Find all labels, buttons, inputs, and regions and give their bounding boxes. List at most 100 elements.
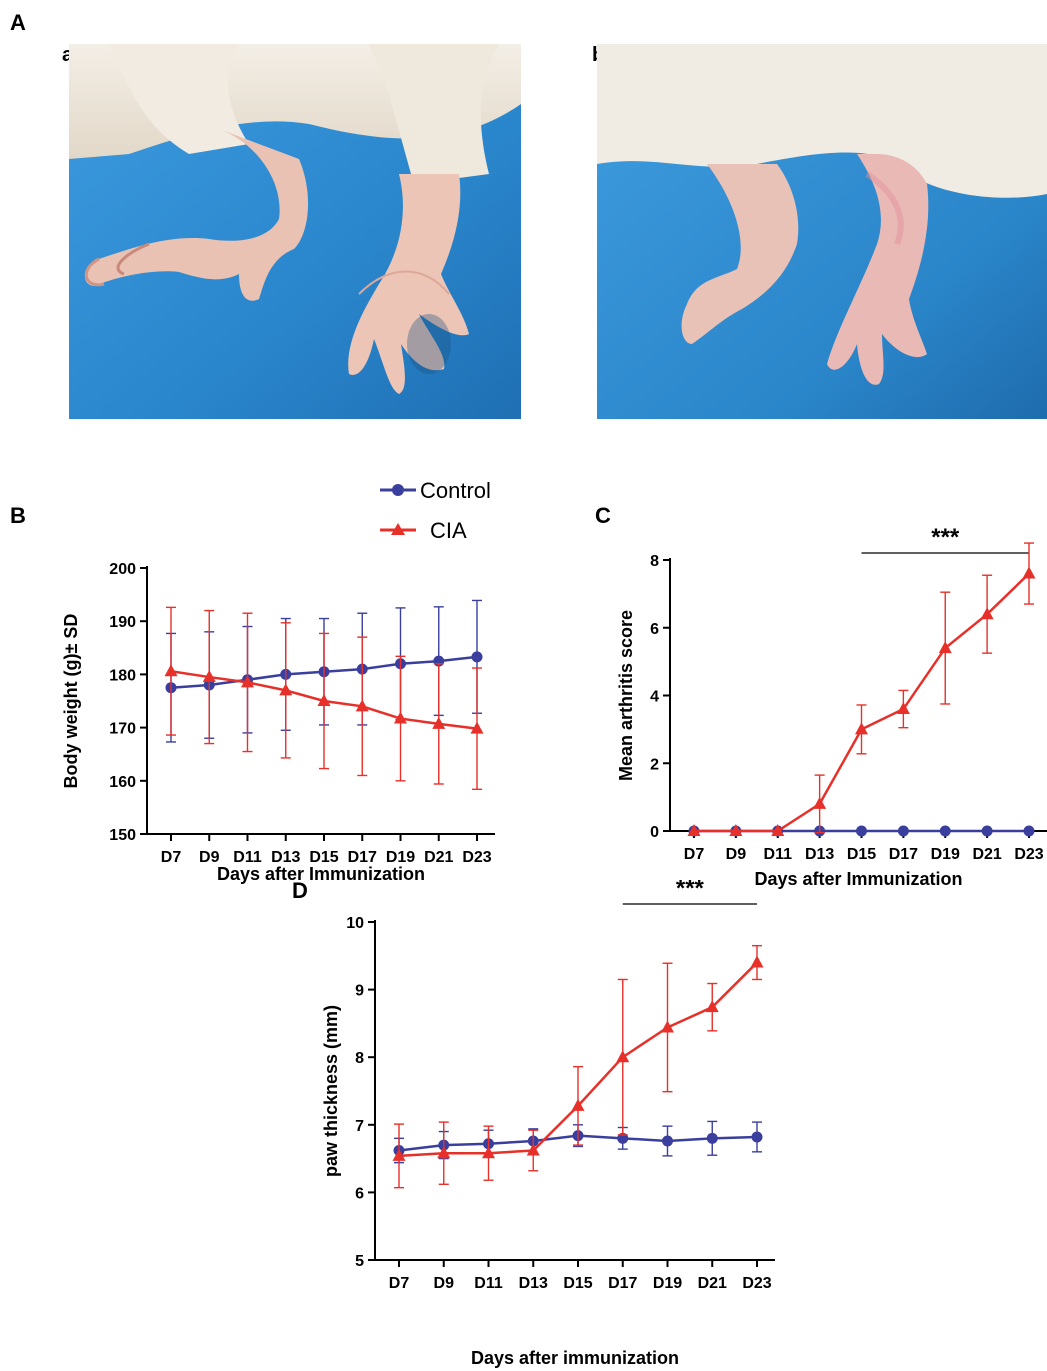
x-tick-label: D7: [389, 1275, 410, 1292]
x-tick-label: D17: [348, 849, 377, 866]
y-tick-label: 160: [109, 774, 136, 791]
chart-arthritis-score: 0 2 4 6 8 D7 D9 D11 D13 D15 D17 D19 D21 D23 Days after…: [616, 525, 1047, 889]
x-tick-label: D11: [233, 849, 262, 866]
data-point: [687, 824, 701, 836]
legend-label-cia: CIA: [430, 518, 467, 543]
x-tick-label: D9: [726, 846, 747, 863]
data-point: [571, 1098, 585, 1111]
x-tick-label: D19: [386, 849, 415, 866]
data-point: [394, 711, 407, 724]
data-point: [813, 796, 827, 809]
chart-paw-thickness: 5 6 7 8 9 10 D7 D9 D11 D13 D15 D17 D19 D21 D23 Days aft…: [321, 880, 775, 1368]
legend-item-control: Control: [378, 476, 538, 506]
panel-label-d: D: [292, 878, 308, 903]
data-point: [470, 721, 484, 734]
data-point: [705, 1000, 719, 1013]
photo-normal-paws: [69, 44, 521, 419]
data-point: [202, 670, 216, 683]
chart-body-weight: 150 160 170 180 190 200 D7 D9 D11 D13 D15 D17 D19 D21…: [61, 561, 495, 884]
x-tick-label: D7: [161, 849, 182, 866]
legend-swatch-control: [380, 484, 416, 496]
y-tick-label: 150: [109, 827, 136, 844]
data-point: [980, 607, 994, 620]
panel-label-a-sub: a: [62, 44, 74, 66]
y-tick-label: 4: [650, 689, 659, 706]
y-tick-label: 6: [650, 621, 659, 638]
x-tick-label: D19: [931, 846, 960, 863]
data-point: [279, 683, 293, 696]
series-cia: [687, 542, 1036, 836]
series-cia: [164, 606, 484, 791]
panel-label-c: C: [595, 503, 611, 528]
x-tick-label: D21: [424, 849, 453, 866]
y-tick-label: 0: [650, 824, 659, 841]
data-point: [355, 699, 369, 712]
x-tick-label: D17: [889, 846, 918, 863]
y-tick-label: 8: [650, 553, 659, 570]
data-point: [1022, 566, 1036, 579]
data-point: [432, 716, 446, 729]
data-point: [164, 664, 178, 677]
data-point: [897, 825, 909, 837]
y-tick-label: 200: [109, 561, 136, 578]
series-cia: [392, 944, 764, 1189]
x-tick-label: D7: [684, 846, 705, 863]
y-tick-label: 180: [109, 667, 136, 684]
data-point: [482, 1146, 495, 1159]
x-axis-title: Days after immunization: [471, 1348, 679, 1368]
x-tick-label: D23: [462, 849, 491, 866]
y-tick-label: 10: [346, 915, 364, 932]
data-point: [437, 1146, 451, 1159]
legend-swatch-cia: [380, 523, 416, 535]
y-tick-label: 2: [650, 756, 659, 773]
y-axis-title: Mean arthritis score: [616, 610, 636, 781]
data-point: [662, 1135, 673, 1147]
data-point: [939, 825, 951, 837]
x-tick-label: D13: [271, 849, 300, 866]
series-line: [694, 572, 1030, 833]
x-tick-label: D23: [742, 1275, 771, 1292]
x-tick-label: D23: [1014, 846, 1043, 863]
data-point: [750, 955, 764, 968]
data-point: [392, 1148, 406, 1161]
data-point: [616, 1050, 630, 1063]
x-tick-label: D15: [563, 1275, 592, 1292]
y-tick-label: 170: [109, 721, 136, 738]
data-point: [856, 825, 867, 837]
data-point: [241, 675, 254, 688]
data-point: [317, 694, 331, 706]
y-tick-label: 190: [109, 614, 136, 631]
x-tick-label: D19: [653, 1275, 682, 1292]
x-axis-title: Days after Immunization: [217, 864, 425, 884]
data-point: [896, 702, 910, 715]
y-axis-title: paw thickness (mm): [321, 1005, 341, 1177]
x-tick-label: D15: [309, 849, 338, 866]
y-tick-label: 6: [355, 1185, 364, 1202]
y-axis-title: Body weight (g)± SD: [61, 614, 81, 789]
data-point: [526, 1143, 540, 1156]
x-axis-title: Days after Immunization: [754, 869, 962, 889]
legend-label-control: Control: [420, 478, 491, 503]
data-point: [471, 651, 483, 663]
x-tick-label: D21: [972, 846, 1001, 863]
data-point: [855, 722, 868, 735]
x-tick-label: D9: [434, 1275, 455, 1292]
data-point: [1023, 825, 1035, 837]
y-tick-label: 8: [355, 1050, 364, 1067]
x-tick-label: D11: [764, 846, 793, 863]
x-tick-label: D11: [474, 1275, 503, 1292]
panel-label-a-main: A: [10, 10, 26, 35]
x-tick-label: D15: [847, 846, 876, 863]
x-tick-label: D13: [805, 846, 834, 863]
x-tick-label: D17: [608, 1275, 637, 1292]
data-point: [981, 825, 993, 837]
data-point: [706, 1132, 718, 1144]
x-tick-label: D13: [519, 1275, 548, 1292]
x-tick-label: D9: [199, 849, 220, 866]
data-point: [751, 1131, 763, 1143]
x-tick-label: D21: [698, 1275, 727, 1292]
y-tick-label: 5: [355, 1253, 364, 1270]
legend-item-cia: CIA: [378, 516, 538, 546]
data-point: [729, 824, 743, 836]
data-point: [938, 641, 952, 654]
